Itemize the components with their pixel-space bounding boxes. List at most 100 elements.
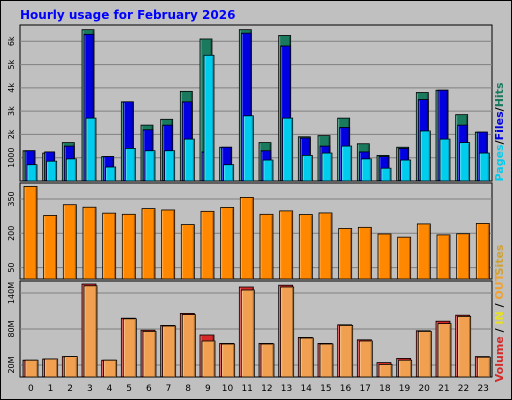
out-bar [339, 324, 354, 378]
sites-bar [397, 236, 412, 280]
pages-bar-fill [183, 138, 195, 182]
traffic-bars [22, 29, 490, 182]
pages-bar-fill [380, 167, 392, 182]
pages-bar-fill [459, 142, 471, 182]
sites-bar [259, 213, 274, 280]
hour-tick-label: 13 [281, 384, 292, 394]
hour-tick-label: 14 [300, 384, 312, 394]
pages-bar [478, 152, 490, 182]
hour-tick-label: 12 [261, 384, 272, 394]
sites-bar [338, 228, 353, 280]
pages-bar-fill [341, 145, 353, 182]
out-bar-fill [339, 324, 354, 378]
sites-gridlines: 50 200 350 [7, 191, 492, 273]
pages-bar-fill [262, 159, 274, 182]
sites-bar-fill [180, 224, 195, 280]
traffic-plot-area [19, 24, 493, 182]
sites-bar-fill [456, 233, 471, 280]
hour-tick-label: 18 [379, 384, 391, 394]
out-bar [221, 343, 236, 378]
sites-bar [180, 224, 195, 280]
sites-bar [43, 215, 58, 280]
chart-title: Hourly usage for February 2026 [20, 8, 235, 22]
out-bar [378, 363, 393, 378]
hour-tick-label: 11 [241, 384, 252, 394]
sites-bar [357, 226, 372, 280]
pages-bar [26, 164, 38, 182]
volume-gridlines: 20M 80M 140M [7, 282, 492, 374]
traffic-legend-part: Hits [493, 82, 506, 107]
pages-bar-fill [400, 159, 412, 182]
hour-tick-label: 9 [205, 384, 211, 394]
hour-tick-label: 2 [67, 384, 73, 394]
out-bar [201, 340, 216, 378]
sites-bar-fill [102, 212, 117, 280]
pages-bar-fill [105, 166, 117, 182]
pages-bar [183, 138, 195, 182]
pages-bar [203, 54, 215, 182]
out-bar [476, 356, 491, 378]
hour-tick-label: 23 [477, 384, 488, 394]
out-bar [24, 359, 39, 378]
sites-tick-label: 350 [7, 191, 16, 206]
traffic-tick-label: 5k [7, 59, 16, 69]
pages-bar [85, 117, 97, 182]
pages-bar-fill [144, 150, 156, 182]
pages-bar [282, 117, 294, 182]
sites-bar-fill [220, 207, 235, 280]
pages-bar-fill [164, 150, 176, 182]
traffic-gridlines: 1000 2k 3k 4k 5k 6k [7, 36, 492, 168]
sites-bar [161, 209, 176, 280]
traffic-legend-part: Files [493, 111, 506, 141]
hour-tick-label: 1 [48, 384, 54, 394]
pages-bar-fill [85, 117, 97, 182]
out-bar [417, 330, 432, 378]
traffic-tick-label: 1000 [7, 148, 16, 168]
pages-bar [301, 154, 313, 182]
sites-bar-fill [475, 223, 490, 280]
hour-tick-label: 3 [87, 384, 93, 394]
sites-bar [121, 213, 136, 280]
hour-tick-label: 10 [222, 384, 234, 394]
out-bar [122, 318, 137, 378]
out-bar [299, 337, 314, 378]
sites-bar-fill [82, 206, 97, 280]
pages-bar-fill [223, 164, 235, 182]
pages-bar [144, 150, 156, 182]
out-bar-fill [142, 330, 157, 378]
volume-panel: 20M 80M 140M [7, 280, 493, 378]
sites-bar [102, 212, 117, 280]
out-bar [280, 286, 295, 378]
out-bar-fill [378, 363, 393, 378]
pages-bar [400, 159, 412, 182]
pages-bar [65, 158, 77, 182]
pages-bar-fill [282, 117, 294, 182]
hour-tick-label: 17 [359, 384, 370, 394]
out-bar-fill [299, 337, 314, 378]
sites-bar [239, 196, 254, 280]
out-bar [457, 315, 472, 378]
pages-bar [164, 150, 176, 182]
sites-bar-fill [200, 210, 215, 280]
sites-bar [318, 212, 333, 280]
out-bar [437, 323, 452, 378]
out-bar-fill [398, 359, 413, 378]
out-bar-fill [201, 340, 216, 378]
pages-bar-fill [124, 148, 136, 182]
chart-panels: 1000 2k 3k 4k 5k 6k 50 200 350 20M 80M 140M [7, 24, 493, 378]
hour-tick-label: 15 [320, 384, 331, 394]
sites-bar-fill [318, 212, 333, 280]
out-bar-fill [437, 323, 452, 378]
volume-tick-label: 80M [7, 320, 16, 337]
traffic-legend-part: Pages [493, 144, 506, 182]
out-bar [162, 325, 177, 378]
sites-bar [62, 204, 77, 280]
pages-bar-fill [46, 160, 58, 182]
hour-tick-label: 22 [458, 384, 469, 394]
sites-bar-fill [377, 233, 392, 280]
out-bar-fill [260, 343, 275, 378]
hour-tick-label: 16 [340, 384, 352, 394]
sites-bar [377, 233, 392, 280]
sites-tick-label: 200 [7, 226, 16, 241]
volume-legend-part: / [493, 300, 506, 312]
